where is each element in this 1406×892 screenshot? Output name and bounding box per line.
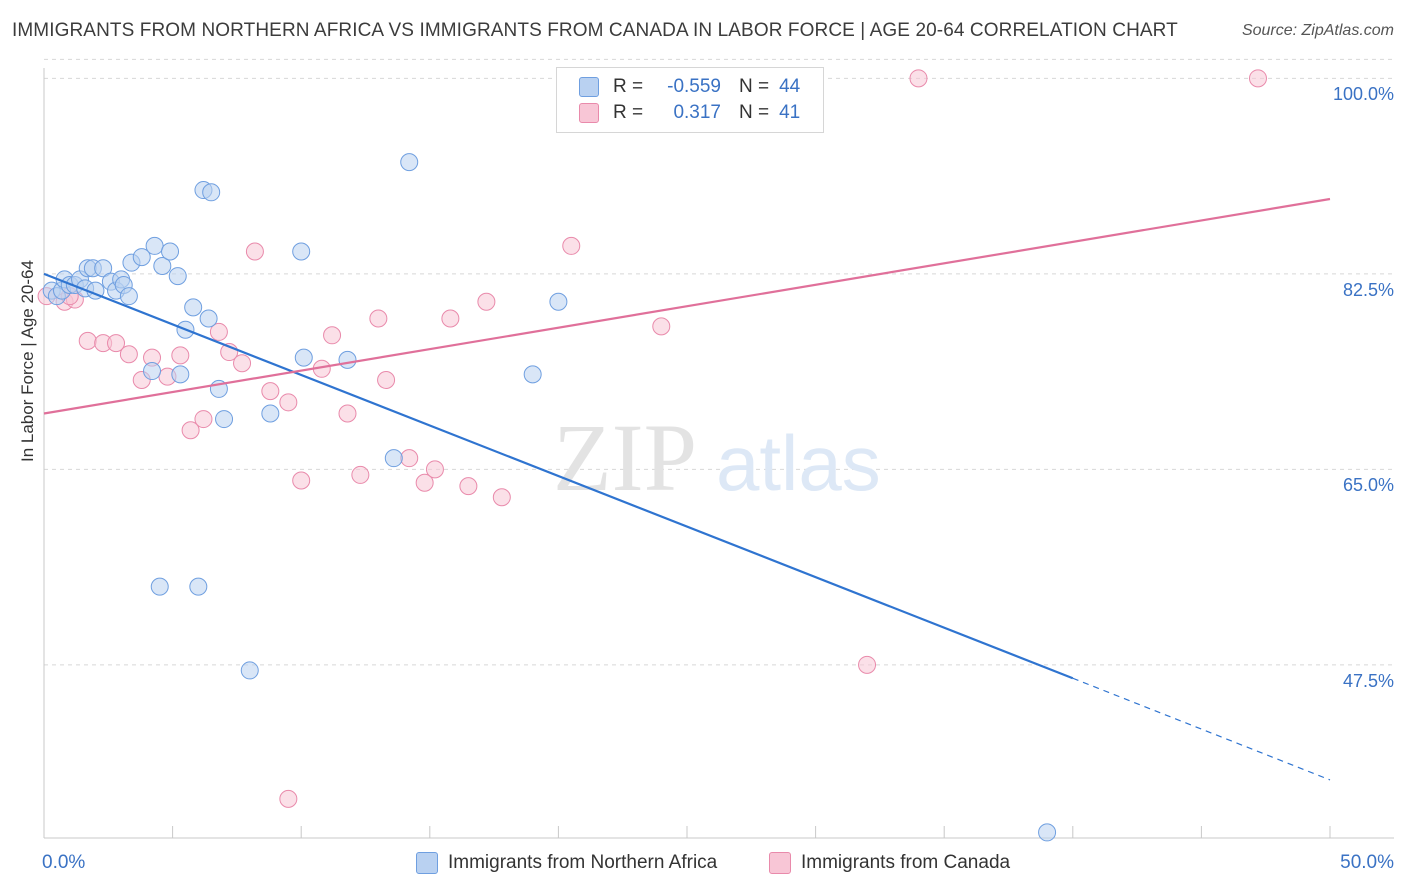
northern-africa-point (400, 153, 419, 172)
legend-swatch-pink (579, 103, 599, 123)
legend-r-label: R = (613, 76, 644, 97)
canada-point (459, 477, 478, 496)
canada-point (562, 236, 581, 255)
northern-africa-trend-extension (1072, 677, 1331, 781)
legend-n-value: 44 (779, 76, 801, 97)
canada-points (37, 69, 1267, 808)
bottom-legend-label: Immigrants from Northern Africa (448, 852, 718, 873)
legend-r-value: -0.559 (667, 76, 721, 97)
northern-africa-point (338, 350, 357, 369)
source-label: Source: ZipAtlas.com (1241, 22, 1394, 39)
northern-africa-point (294, 348, 313, 367)
northern-africa-point (240, 661, 259, 680)
canada-point (78, 331, 97, 350)
y-tick-label: 65.0% (1342, 475, 1394, 496)
northern-africa-point (292, 242, 311, 261)
canada-point (261, 382, 280, 401)
canada-point (209, 322, 228, 341)
correlation-legend: R = -0.559 N = 44 R = 0.317 N = 41 (556, 67, 824, 133)
northern-africa-point (132, 248, 151, 267)
northern-africa-point (549, 292, 568, 311)
canada-point (441, 309, 460, 328)
canada-point (858, 655, 877, 674)
canada-point (279, 393, 298, 412)
bottom-legend-northern-africa: Immigrants from Northern Africa (416, 852, 717, 874)
canada-point (107, 334, 126, 353)
northern-africa-point (199, 309, 218, 328)
legend-row-northern-africa: R = -0.559 N = 44 (579, 75, 800, 99)
x-tick-label-max: 50.0% (1340, 852, 1394, 873)
y-tick-label: 100.0% (1332, 84, 1394, 105)
chart-title: IMMIGRANTS FROM NORTHERN AFRICA VS IMMIG… (12, 20, 1178, 41)
legend-swatch-blue (579, 77, 599, 97)
northern-africa-point (189, 577, 208, 596)
watermark-atlas: atlas (716, 419, 881, 507)
canada-point (369, 309, 388, 328)
canada-point (415, 473, 434, 492)
northern-africa-point (143, 362, 162, 381)
canada-point (292, 471, 311, 490)
y-tick-label: 82.5% (1342, 279, 1394, 300)
legend-n-value: 41 (779, 102, 801, 123)
legend-n-label: N = (739, 76, 770, 97)
axes (43, 68, 1394, 839)
canada-trend-line (43, 197, 1331, 415)
canada-point (233, 354, 252, 373)
y-axis-label: In Labor Force | Age 20-64 (18, 260, 37, 462)
watermark-zip: ZIP (553, 404, 697, 511)
canada-point (425, 460, 444, 479)
northern-africa-point (523, 365, 542, 384)
northern-africa-point (119, 287, 138, 306)
canada-point (477, 292, 496, 311)
bottom-legend-label: Immigrants from Canada (801, 852, 1011, 873)
northern-africa-point (384, 449, 403, 468)
legend-r-label: R = (613, 102, 644, 123)
x-tick-label-min: 0.0% (42, 852, 86, 873)
canada-point (119, 345, 138, 364)
legend-r-value: 0.317 (673, 102, 721, 123)
northern-africa-point (1038, 823, 1057, 842)
canada-point (492, 488, 511, 507)
canada-point (194, 410, 213, 429)
trend-lines (43, 197, 1331, 781)
northern-africa-point (161, 242, 180, 261)
canada-point (400, 449, 419, 468)
northern-africa-point (184, 298, 203, 317)
northern-africa-points (42, 153, 1057, 842)
canada-point (171, 346, 190, 365)
bottom-legend-swatch-pink (769, 852, 791, 874)
canada-point (351, 465, 370, 484)
bottom-legend-canada: Immigrants from Canada (769, 852, 1010, 874)
northern-africa-point (145, 236, 164, 255)
bottom-legend-swatch-blue (416, 852, 438, 874)
canada-point (377, 370, 396, 389)
canada-point (279, 789, 298, 808)
canada-point (652, 317, 671, 336)
y-tick-label: 47.5% (1342, 670, 1394, 691)
northern-africa-point (150, 577, 169, 596)
watermark: ZIP atlas (553, 404, 881, 511)
northern-africa-point (171, 365, 190, 384)
canada-point (909, 69, 928, 88)
legend-row-canada: R = 0.317 N = 41 (579, 101, 800, 125)
canada-point (323, 326, 342, 345)
legend-n-label: N = (739, 102, 770, 123)
canada-point (338, 404, 357, 423)
canada-point (245, 242, 264, 261)
northern-africa-point (215, 410, 234, 429)
northern-africa-point (153, 257, 172, 276)
northern-africa-trend-line (43, 272, 1074, 680)
northern-africa-point (202, 183, 221, 202)
northern-africa-point (168, 267, 187, 286)
northern-africa-point (261, 404, 280, 423)
canada-point (1248, 69, 1267, 88)
northern-africa-point (94, 259, 113, 278)
canada-point (181, 421, 200, 440)
